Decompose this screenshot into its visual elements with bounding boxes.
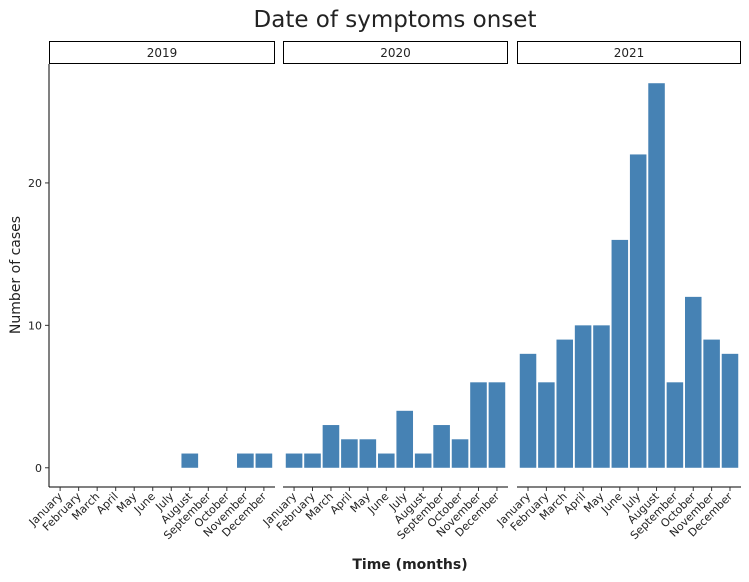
bar bbox=[593, 325, 610, 468]
bar bbox=[648, 83, 665, 468]
bar bbox=[377, 453, 395, 468]
bar bbox=[322, 425, 340, 468]
bar bbox=[666, 382, 684, 468]
bar bbox=[255, 453, 273, 468]
bar bbox=[396, 410, 414, 468]
bar bbox=[488, 382, 506, 468]
bar bbox=[629, 154, 647, 468]
chart-title: Date of symptoms onset bbox=[254, 7, 537, 33]
y-axis-label: Number of cases bbox=[8, 216, 24, 334]
bar bbox=[433, 425, 450, 468]
bar bbox=[237, 453, 254, 468]
bar bbox=[285, 453, 303, 468]
bar bbox=[556, 339, 573, 468]
bar bbox=[721, 353, 739, 468]
bar bbox=[470, 382, 487, 468]
bar bbox=[611, 239, 629, 468]
bar bbox=[414, 453, 432, 468]
facet-strip bbox=[517, 41, 741, 64]
bar bbox=[451, 439, 469, 468]
facet-label: 2020 bbox=[380, 46, 411, 60]
y-tick-label: 20 bbox=[28, 177, 42, 190]
facet-label: 2021 bbox=[614, 46, 645, 60]
facet-label: 2019 bbox=[147, 46, 178, 60]
bar bbox=[574, 325, 592, 468]
x-axis-label: Time (months) bbox=[352, 557, 467, 573]
y-tick-label: 10 bbox=[28, 319, 42, 332]
y-tick-label: 0 bbox=[35, 462, 42, 475]
bar bbox=[703, 339, 720, 468]
bar bbox=[685, 296, 702, 468]
bar bbox=[304, 453, 321, 468]
bar bbox=[359, 439, 377, 468]
bar bbox=[341, 439, 358, 468]
bar bbox=[181, 453, 199, 468]
bar bbox=[519, 353, 537, 468]
bar bbox=[538, 382, 555, 468]
facet-strip bbox=[49, 41, 275, 64]
facet-strip bbox=[283, 41, 508, 64]
